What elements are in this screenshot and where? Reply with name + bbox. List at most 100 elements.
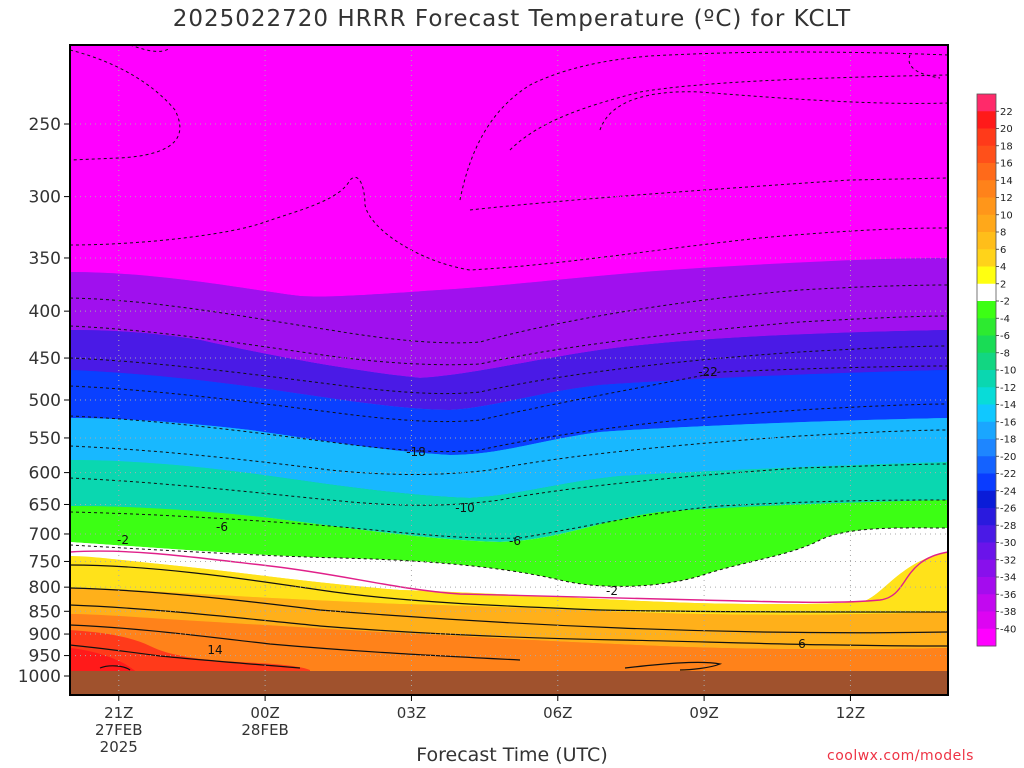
positive-contours bbox=[70, 564, 948, 671]
field-band-magenta bbox=[70, 45, 948, 297]
colorbar-swatch bbox=[977, 542, 996, 561]
contour-label: -2 bbox=[117, 533, 129, 547]
colorbar-label: 6 bbox=[1000, 245, 1006, 256]
contour-line bbox=[624, 661, 723, 671]
contour-label: 6 bbox=[798, 637, 806, 651]
contour-label: 14 bbox=[207, 643, 222, 657]
y-tick-label: 300 bbox=[29, 188, 61, 208]
colorbar-label: -26 bbox=[1000, 504, 1016, 515]
colorbar-swatch bbox=[977, 404, 996, 423]
colorbar-label: -40 bbox=[1000, 624, 1016, 635]
contour-line bbox=[70, 463, 948, 506]
plot-area bbox=[70, 45, 948, 695]
colorbar-swatch bbox=[977, 335, 996, 354]
colorbar-label: -22 bbox=[1000, 469, 1016, 480]
colorbar-label: -4 bbox=[1000, 314, 1010, 325]
x-tick-label: 00Z bbox=[250, 704, 279, 722]
x-tick-label: 06Z bbox=[543, 704, 572, 722]
contour-line bbox=[99, 665, 131, 671]
colorbar-label: 14 bbox=[1000, 176, 1013, 187]
x-tick-label: 21Z bbox=[104, 704, 133, 722]
colorbar-swatch bbox=[977, 577, 996, 595]
contour-label: -6 bbox=[509, 534, 521, 548]
colorbar-swatch bbox=[977, 249, 996, 267]
colorbar-swatch bbox=[977, 439, 996, 457]
colorbar-label: 12 bbox=[1000, 193, 1013, 204]
colorbar-label: -6 bbox=[1000, 331, 1010, 342]
colorbar-swatch bbox=[977, 370, 996, 388]
field-band-lightblue bbox=[70, 418, 948, 498]
field-band-orange bbox=[70, 588, 948, 650]
colorbar-label: -30 bbox=[1000, 538, 1016, 549]
contour-line bbox=[70, 499, 948, 539]
colorbar-label: -8 bbox=[1000, 348, 1010, 359]
y-tick-label: 350 bbox=[29, 249, 61, 269]
colorbar-label: 20 bbox=[1000, 124, 1013, 135]
colorbar-swatch bbox=[977, 490, 996, 509]
freezing-line bbox=[70, 550, 948, 604]
contour-line bbox=[70, 624, 521, 661]
contour-label: -10 bbox=[455, 501, 475, 515]
colorbar-swatch bbox=[977, 594, 996, 612]
contour-line bbox=[70, 604, 948, 647]
colorbar-swatch bbox=[977, 473, 996, 492]
field-band-violet bbox=[70, 258, 948, 378]
x-axis-title: Forecast Time (UTC) bbox=[416, 744, 608, 766]
negative-contours bbox=[70, 45, 948, 587]
x-tick-label: 2025 bbox=[100, 738, 138, 756]
credit-link[interactable]: coolwx.com/models bbox=[827, 748, 974, 764]
colorbar-label: -28 bbox=[1000, 521, 1016, 532]
colorbar-label: -20 bbox=[1000, 452, 1016, 463]
contour-line bbox=[509, 74, 948, 151]
y-tick-label: 1000 bbox=[18, 667, 61, 687]
contour-labels: -22 -18 -10 -6 -6 -2 -2 14 6 bbox=[117, 365, 806, 657]
contour-label: -6 bbox=[216, 520, 228, 534]
x-tick-label: 12Z bbox=[836, 704, 865, 722]
grid bbox=[70, 45, 948, 695]
colorbar-swatch bbox=[977, 352, 996, 371]
colorbar-label: -10 bbox=[1000, 366, 1016, 377]
colorbar-swatch bbox=[977, 94, 996, 112]
x-tick-label: 27FEB bbox=[95, 721, 142, 739]
colorbar-swatch bbox=[977, 301, 996, 319]
x-tick-label: 03Z bbox=[397, 704, 426, 722]
y-axis: 250 300 350 400 450 500 550 600 650 700 750 800 850 9… bbox=[18, 115, 70, 687]
ground-layer bbox=[70, 671, 948, 695]
field-band-white bbox=[70, 527, 948, 605]
contour-line bbox=[70, 564, 948, 613]
y-tick-label: 250 bbox=[29, 115, 61, 135]
colorbar-label: -24 bbox=[1000, 486, 1016, 497]
colorbar-label: 2 bbox=[1000, 279, 1006, 290]
colorbar-swatch bbox=[977, 559, 996, 578]
colorbar-swatch bbox=[977, 197, 996, 216]
colorbar-label: 8 bbox=[1000, 228, 1006, 239]
colorbar-swatch bbox=[977, 266, 996, 285]
field-band-yellow bbox=[70, 552, 948, 615]
colorbar-swatch bbox=[977, 611, 996, 630]
field-band-cyan bbox=[70, 460, 948, 542]
colorbar-label: -16 bbox=[1000, 417, 1016, 428]
colorbar: 22 20 18 16 14 12 10 8 6 4 2 -2 -4 -6 -8 -10 -12 -14 -16 -1… bbox=[976, 93, 1016, 647]
field-band-hot bbox=[70, 648, 140, 675]
y-tick-label: 450 bbox=[29, 349, 61, 369]
colorbar-swatch bbox=[977, 163, 996, 181]
y-tick-label: 550 bbox=[29, 429, 61, 449]
x-tick-label: 09Z bbox=[689, 704, 718, 722]
contour-line bbox=[129, 45, 171, 52]
contour-label: -2 bbox=[606, 584, 618, 598]
colorbar-label: 10 bbox=[1000, 210, 1013, 221]
contour-line bbox=[70, 403, 948, 453]
y-tick-label: 750 bbox=[29, 552, 61, 572]
field-band-blue bbox=[70, 370, 948, 455]
x-tick-label: 28FEB bbox=[241, 721, 288, 739]
colorbar-swatch bbox=[977, 128, 996, 147]
contour-line bbox=[70, 587, 948, 634]
contour-line bbox=[70, 49, 181, 161]
contour-line bbox=[70, 315, 948, 366]
contour-line bbox=[70, 177, 948, 271]
y-tick-label: 800 bbox=[29, 578, 61, 598]
y-tick-label: 700 bbox=[29, 525, 61, 545]
colorbar-label: 4 bbox=[1000, 262, 1006, 273]
contour-label: -18 bbox=[406, 445, 426, 459]
